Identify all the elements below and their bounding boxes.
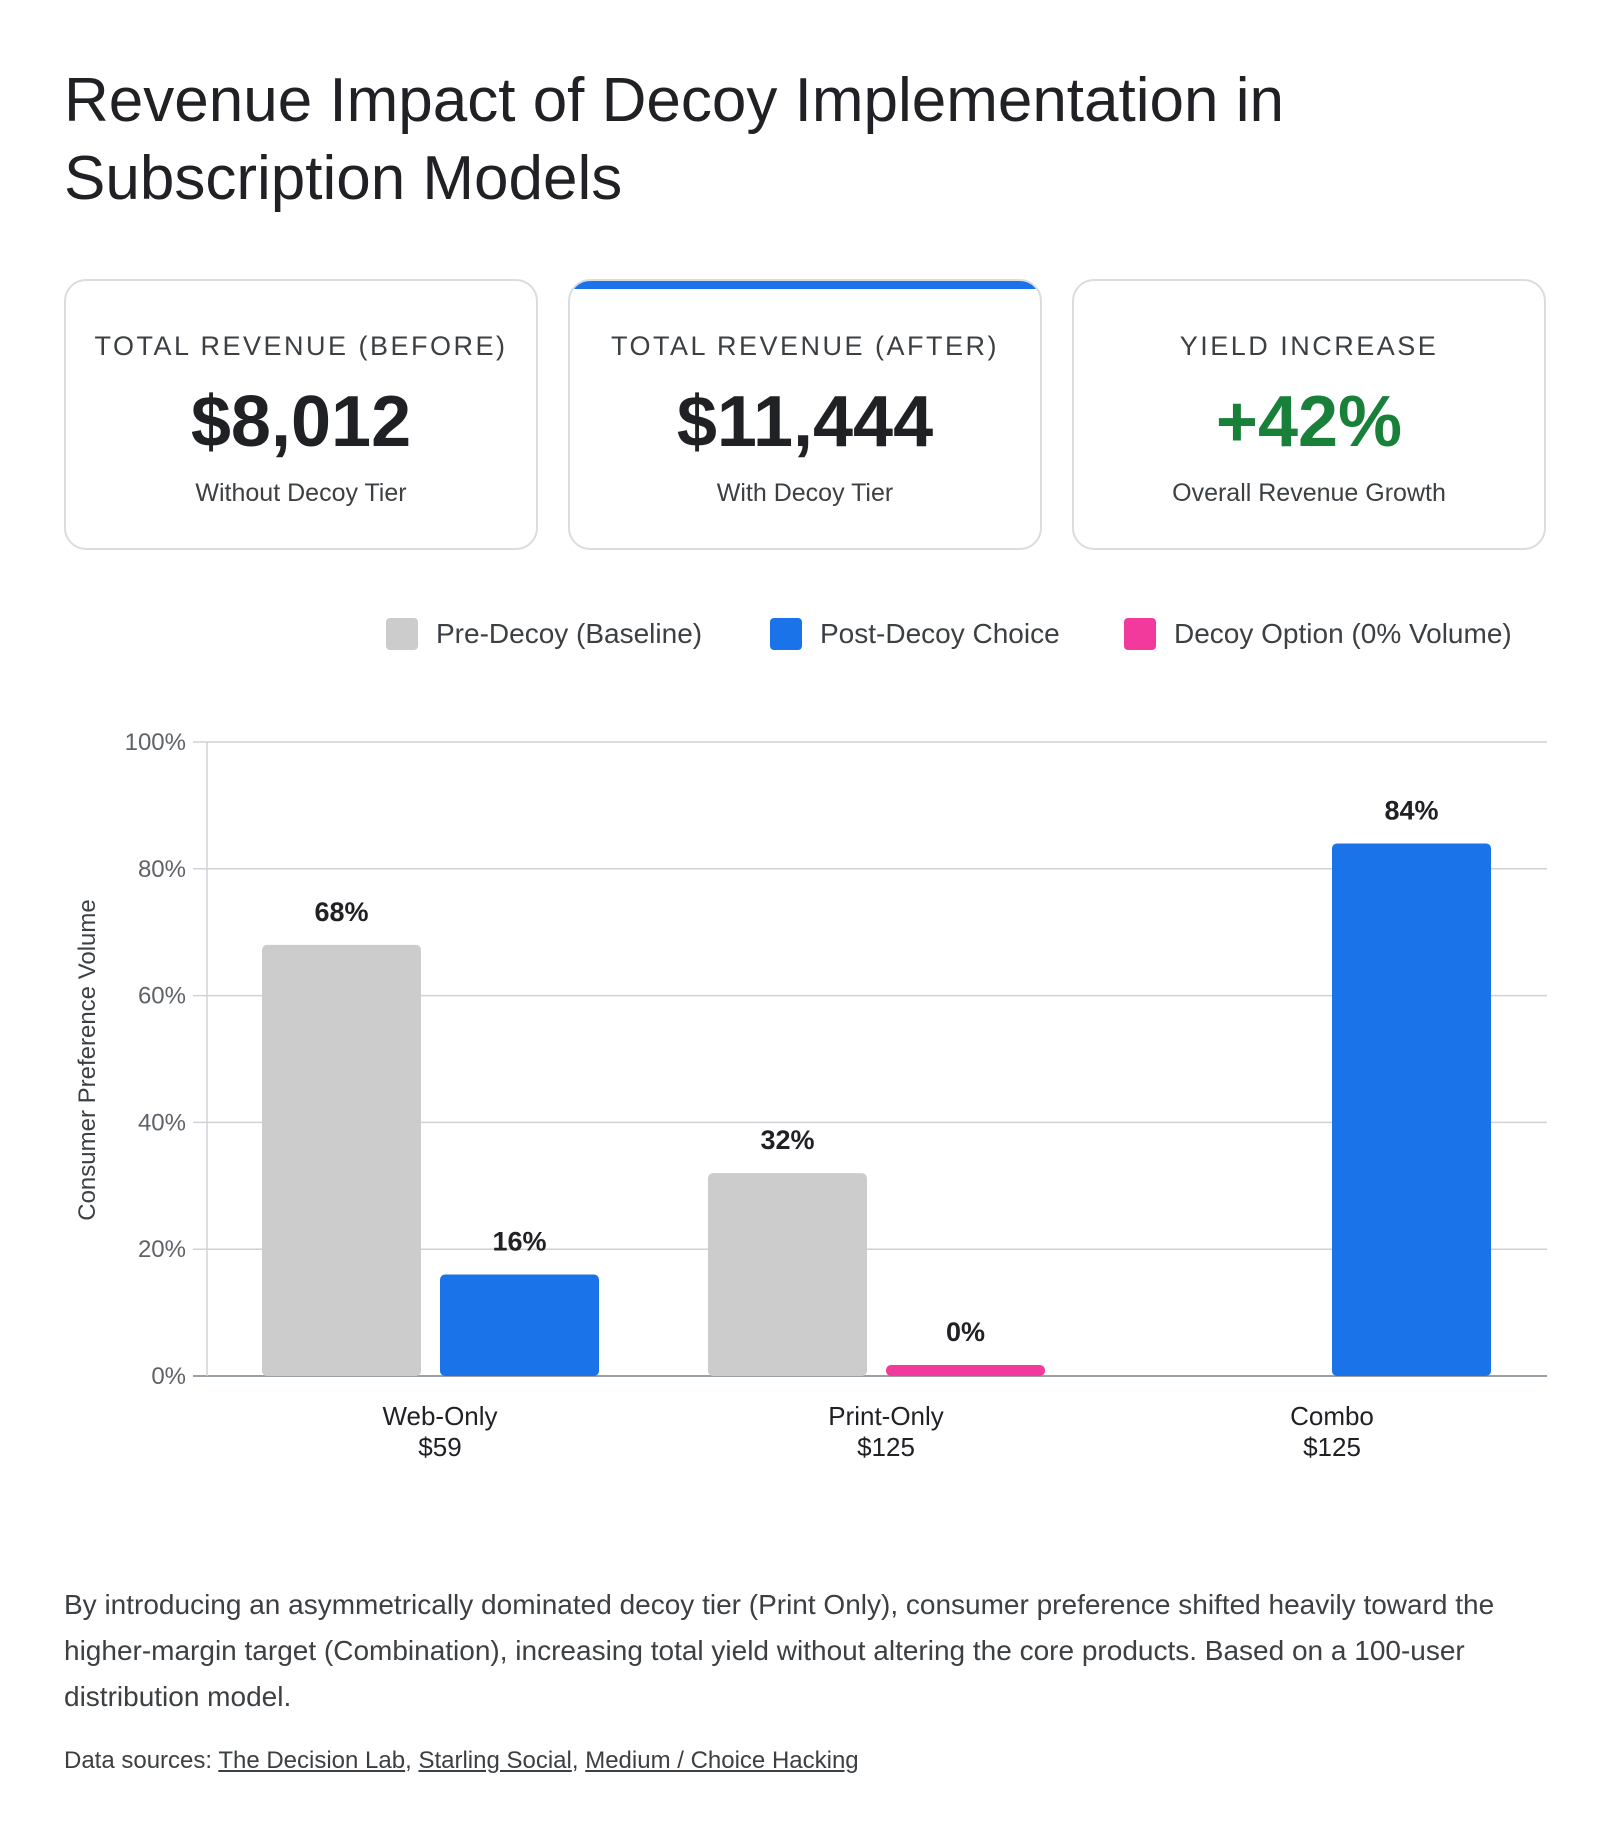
y-tick-label: 0%	[151, 1363, 186, 1390]
y-tick-label: 100%	[125, 729, 186, 756]
legend-swatch	[1124, 618, 1156, 650]
kpi-cards: TOTAL REVENUE (BEFORE) $8,012 Without De…	[64, 279, 1547, 550]
source-link-medium-choice-hacking[interactable]: Medium / Choice Hacking	[585, 1747, 859, 1774]
kpi-card-revenue-before: TOTAL REVENUE (BEFORE) $8,012 Without De…	[64, 279, 538, 550]
y-tick-label: 80%	[138, 856, 186, 883]
y-tick-label: 40%	[138, 1109, 186, 1136]
kpi-label: TOTAL REVENUE (AFTER)	[610, 331, 1000, 361]
bar-print-only-decoy	[886, 1365, 1045, 1376]
source-link-starling-social[interactable]: Starling Social	[418, 1747, 572, 1774]
kpi-value: $11,444	[676, 382, 934, 462]
legend-item-decoy-option: Decoy Option (0% Volume)	[1124, 617, 1512, 651]
bar-combo-post	[1332, 843, 1491, 1376]
x-category-price: $125	[857, 1432, 915, 1462]
kpi-card-revenue-after: TOTAL REVENUE (AFTER) $11,444 With Decoy…	[568, 279, 1042, 550]
data-sources: Data sources: The Decision Lab, Starling…	[64, 1747, 859, 1774]
sources-prefix: Data sources:	[64, 1747, 219, 1774]
legend-label: Decoy Option (0% Volume)	[1174, 618, 1512, 649]
x-category-price: $125	[1303, 1432, 1361, 1462]
page-title: Revenue Impact of Decoy Implementation i…	[64, 66, 1284, 213]
x-category-label: Combo	[1290, 1401, 1374, 1431]
bar-value-label: 84%	[1384, 795, 1438, 825]
kpi-subtitle: Without Decoy Tier	[195, 479, 407, 507]
kpi-label: TOTAL REVENUE (BEFORE)	[94, 331, 508, 361]
bar-value-label: 32%	[760, 1125, 814, 1155]
bar-value-label: 68%	[314, 897, 368, 927]
x-category-label: Web-Only	[382, 1401, 497, 1431]
chart-description: By introducing an asymmetrically dominat…	[64, 1589, 1495, 1712]
bar-web-only-post	[440, 1274, 599, 1376]
legend-swatch	[770, 618, 802, 650]
y-axis-title: Consumer Preference Volume	[74, 899, 101, 1221]
source-link-decision-lab[interactable]: The Decision Lab	[218, 1747, 406, 1774]
y-tick-label: 20%	[138, 1236, 186, 1263]
y-tick-label: 60%	[138, 983, 186, 1010]
kpi-label: YIELD INCREASE	[1179, 331, 1439, 361]
x-category-label: Print-Only	[828, 1401, 944, 1431]
kpi-subtitle: With Decoy Tier	[716, 479, 894, 507]
bar-web-only-pre	[262, 944, 421, 1376]
bar-value-label: 16%	[492, 1227, 546, 1257]
bar-value-label: 0%	[946, 1317, 985, 1347]
kpi-value: +42%	[1215, 382, 1403, 462]
legend-label: Post-Decoy Choice	[820, 618, 1060, 649]
legend-item-post-decoy: Post-Decoy Choice	[770, 617, 1060, 651]
legend-swatch	[386, 618, 418, 650]
bar-print-only-pre	[708, 1173, 867, 1376]
x-category-price: $59	[418, 1432, 461, 1462]
legend-label: Pre-Decoy (Baseline)	[436, 618, 703, 649]
legend-item-pre-decoy: Pre-Decoy (Baseline)	[386, 617, 702, 651]
bar-chart: 0% 20% 40% 60% 80% 100% Consumer Preference Vo…	[74, 729, 1547, 1462]
kpi-card-yield-increase: YIELD INCREASE +42% Overall Revenue Grow…	[1072, 279, 1546, 550]
kpi-value: $8,012	[190, 382, 412, 462]
kpi-subtitle: Overall Revenue Growth	[1172, 479, 1446, 507]
